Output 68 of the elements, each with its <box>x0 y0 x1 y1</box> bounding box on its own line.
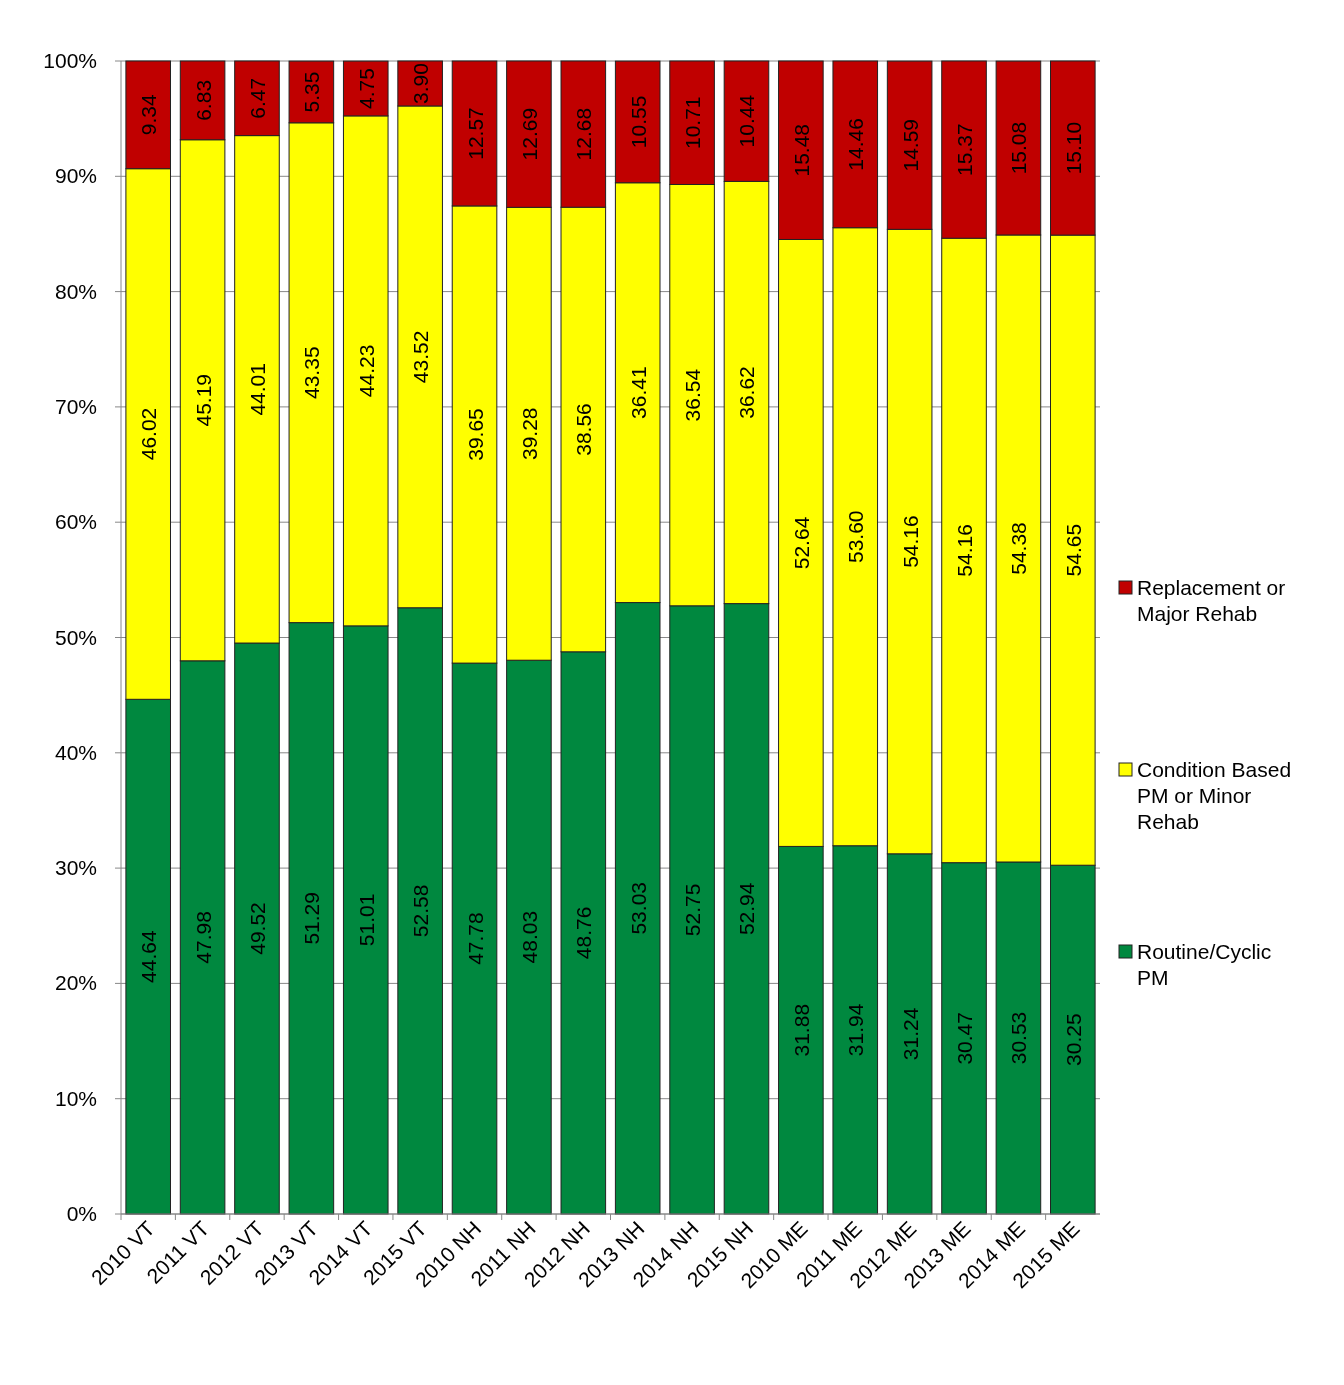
y-tick-label: 10% <box>54 1086 97 1110</box>
data-label: 52.64 <box>789 516 813 570</box>
data-label: 48.03 <box>517 910 541 964</box>
data-label: 51.29 <box>300 892 324 945</box>
y-tick-label: 20% <box>54 971 97 995</box>
data-label: 38.56 <box>572 403 596 456</box>
data-label: 15.08 <box>1007 121 1031 175</box>
data-label: 54.16 <box>953 524 977 577</box>
data-label: 44.23 <box>354 344 378 398</box>
data-label: 14.59 <box>898 118 922 172</box>
data-label: 51.01 <box>354 893 378 947</box>
data-label: 43.52 <box>409 330 433 384</box>
data-label: 44.01 <box>245 363 269 416</box>
legend-label: Condition Based PM or Minor Rehab <box>1137 758 1292 833</box>
data-label: 54.16 <box>898 515 922 568</box>
data-label: 15.48 <box>789 123 813 177</box>
data-label: 4.75 <box>354 68 378 109</box>
data-label: 43.35 <box>300 346 324 399</box>
data-label: 30.53 <box>1007 1011 1031 1065</box>
y-tick-label: 50% <box>54 625 97 649</box>
data-label: 54.38 <box>1007 522 1031 575</box>
data-label: 48.76 <box>572 906 596 960</box>
data-label: 47.98 <box>191 911 215 964</box>
y-tick-label: 80% <box>54 279 97 303</box>
data-label: 31.88 <box>789 1003 813 1057</box>
data-label: 3.90 <box>409 63 433 104</box>
y-tick-label: 60% <box>54 510 97 534</box>
data-label: 31.94 <box>844 1003 868 1057</box>
y-tick-label: 40% <box>54 740 97 764</box>
data-label: 31.24 <box>898 1007 922 1061</box>
data-label: 36.41 <box>626 366 650 419</box>
data-label: 5.35 <box>300 71 324 113</box>
y-tick-label: 70% <box>54 394 97 418</box>
legend-label: Routine/Cyclic PM <box>1137 940 1272 989</box>
data-label: 52.94 <box>735 882 759 936</box>
data-label: 53.03 <box>626 882 650 935</box>
y-tick-label: 0% <box>66 1202 97 1225</box>
data-label: 44.64 <box>137 930 161 983</box>
data-label: 6.47 <box>245 77 269 119</box>
data-label: 10.55 <box>626 95 650 149</box>
data-label: 30.25 <box>1061 1013 1085 1066</box>
data-label: 36.54 <box>681 368 705 422</box>
legend-label: Replacement or Major Rehab <box>1137 576 1286 625</box>
y-tick-label: 100% <box>43 49 97 72</box>
data-label: 12.57 <box>463 107 487 160</box>
data-label: 30.47 <box>953 1012 977 1065</box>
data-label: 49.52 <box>245 902 269 955</box>
data-label: 10.71 <box>681 96 705 150</box>
data-label: 15.10 <box>1061 121 1085 175</box>
data-label: 52.75 <box>681 883 705 937</box>
data-label: 36.62 <box>735 366 759 419</box>
data-label: 53.60 <box>844 510 868 564</box>
data-label: 15.37 <box>953 123 977 176</box>
y-tick-label: 90% <box>54 164 97 188</box>
data-label: 39.28 <box>517 407 541 461</box>
data-label: 14.46 <box>844 118 868 171</box>
data-label: 12.68 <box>572 107 596 161</box>
data-label: 10.44 <box>735 94 759 148</box>
data-label: 47.78 <box>463 912 487 965</box>
data-label: 39.65 <box>463 408 487 461</box>
data-label: 45.19 <box>191 373 215 427</box>
data-label: 54.65 <box>1061 523 1085 577</box>
data-label: 9.34 <box>137 94 161 136</box>
data-label: 12.69 <box>517 107 541 161</box>
data-label: 52.58 <box>409 884 433 938</box>
data-label: 6.83 <box>191 79 215 121</box>
data-label: 46.02 <box>137 407 161 461</box>
y-tick-label: 30% <box>54 856 97 880</box>
